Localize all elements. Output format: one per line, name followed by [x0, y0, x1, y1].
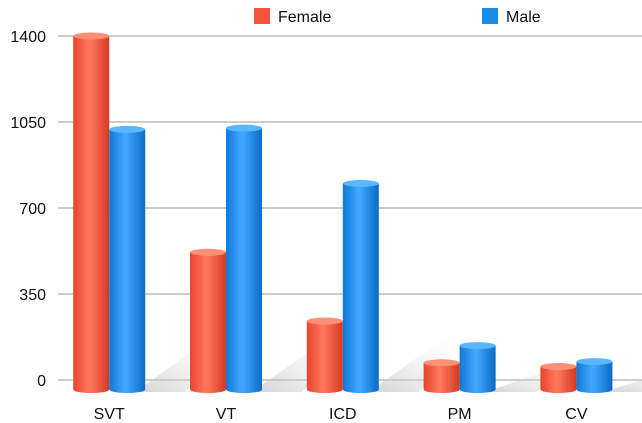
x-tick-label: ICD [329, 406, 357, 423]
bar-shadow [368, 335, 474, 392]
bar-male-pm [459, 342, 496, 394]
x-tick-label: CV [565, 406, 588, 423]
y-tick-label: 1050 [10, 115, 46, 132]
bars [73, 32, 613, 394]
x-axis: SVT VT ICD PM CV [94, 406, 588, 423]
legend: Female Male [254, 8, 541, 26]
y-tick-label: 350 [19, 287, 46, 304]
bar-female-svt [73, 32, 110, 394]
legend-item-male: Male [482, 8, 541, 26]
x-tick-label: PM [448, 406, 472, 423]
y-tick-label: 1400 [10, 29, 46, 46]
bar-female-vt [190, 248, 227, 394]
y-axis: 0 350 700 1050 1400 [10, 29, 46, 390]
bar-male-cv [576, 358, 613, 394]
bar-female-pm [423, 359, 460, 394]
y-tick-label: 700 [19, 201, 46, 218]
bar-male-vt [226, 124, 263, 393]
legend-swatch [254, 8, 270, 24]
legend-label: Male [506, 9, 541, 26]
legend-label: Female [278, 9, 331, 26]
legend-item-female: Female [254, 8, 331, 26]
x-tick-label: VT [216, 406, 237, 423]
bar-shadow [602, 380, 642, 392]
bar-female-icd [306, 317, 343, 394]
bar-male-svt [109, 125, 146, 393]
bar-male-icd [342, 179, 379, 394]
bar-female-cv [540, 362, 577, 394]
legend-swatch [482, 8, 498, 24]
x-tick-label: SVT [94, 406, 125, 423]
y-tick-label: 0 [37, 373, 46, 390]
